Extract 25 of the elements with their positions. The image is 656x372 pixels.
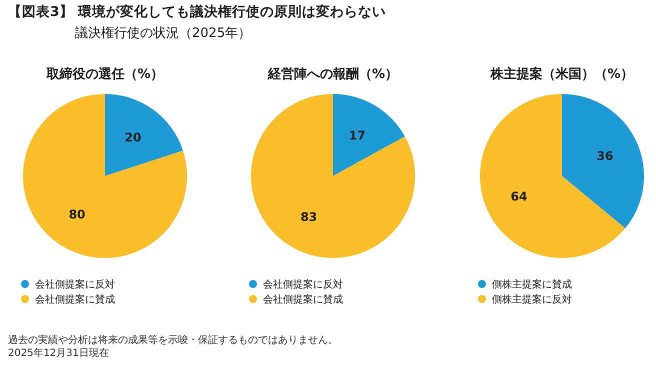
text: 過去の実績や分析は将来の成果等を示唆・保証するものではありません。 xyxy=(8,334,338,346)
chart-title: 株主提案（米国）（%） xyxy=(489,66,634,82)
data-label: 80 xyxy=(68,208,86,222)
pie-slice xyxy=(333,94,405,176)
legend-label: 側株主提案に賛成 xyxy=(492,278,572,290)
data-label: 20 xyxy=(124,130,142,145)
pie-slice xyxy=(480,94,626,258)
text: 【図表3】 環境が変化しても議決権行使の原則は変わらない xyxy=(8,3,386,20)
data-label: 83 xyxy=(300,210,318,224)
pie-slice xyxy=(105,94,183,176)
text: 議決権行使の状況（2025年） xyxy=(75,26,252,41)
legend-label: 会社側提案に反対 xyxy=(263,278,343,290)
legend-label: 会社側提案に賛成 xyxy=(35,294,115,306)
legend-label: 側株主提案に反対 xyxy=(492,294,572,306)
legend-label: 会社側提案に賛成 xyxy=(263,294,343,306)
data-label: 36 xyxy=(596,148,614,163)
chart-title: 取締役の選任（%） xyxy=(45,66,164,82)
data-label: 17 xyxy=(348,128,366,142)
legend-label: 会社側提案に反対 xyxy=(35,278,115,290)
text: 2025年12月31日現在 xyxy=(8,347,109,359)
pie-slice xyxy=(23,94,187,258)
pie-slice xyxy=(251,94,415,258)
chart-title: 経営陣への報酬（%） xyxy=(266,66,398,82)
data-label: 64 xyxy=(510,189,528,204)
pie-slice xyxy=(562,94,644,228)
